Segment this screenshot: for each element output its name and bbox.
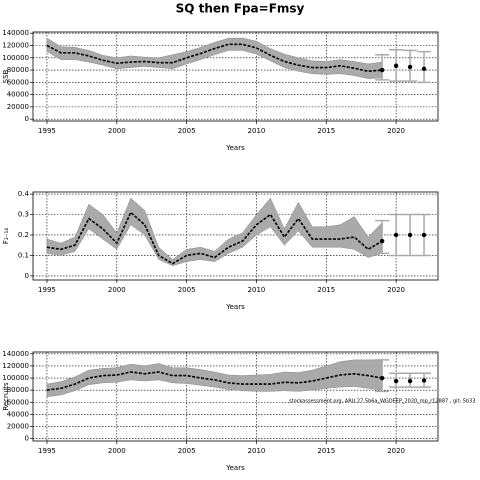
y-tick-label: 0.3 [18, 211, 29, 219]
x-tick-label: 2005 [178, 286, 196, 294]
y-axis-label: F₂₋₁₄ [2, 228, 10, 244]
plot-frame [32, 31, 439, 122]
x-tick-label: 2010 [248, 127, 266, 135]
estimate-line [46, 371, 383, 391]
y-axis-label: Recruits [2, 382, 10, 411]
y-tick-label: 80000 [7, 66, 29, 74]
error-bar [375, 53, 390, 81]
x-tick-label: 2015 [317, 447, 335, 455]
y-tick-label: 0.1 [18, 251, 29, 259]
projection-point [393, 232, 399, 238]
x-tick-label: 2005 [178, 127, 196, 135]
x-tick-label: 2010 [248, 447, 266, 455]
y-tick-label: 0.2 [18, 231, 29, 239]
x-axis-label: Years [225, 144, 245, 152]
x-tick-label: 2020 [387, 286, 405, 294]
y-tick-label: 120000 [2, 362, 29, 370]
projection-point [379, 67, 385, 73]
projection-point [421, 232, 427, 238]
projection-point [421, 378, 427, 383]
projection-point [407, 232, 413, 238]
annotation: stockassessment.org, ARU.27.5b6a_WGDEEP_… [289, 398, 476, 404]
projection-point [407, 378, 413, 384]
x-tick-label: 2000 [108, 127, 126, 135]
y-tick-label: 140000 [2, 350, 29, 358]
y-tick-label: 20000 [7, 422, 29, 430]
plot-frame [32, 191, 439, 281]
x-tick-label: 2000 [108, 286, 126, 294]
x-tick-label: 1995 [38, 286, 56, 294]
y-tick-label: 60000 [7, 398, 29, 406]
projection-point [379, 375, 385, 381]
x-axis-label: Years [225, 464, 245, 472]
x-tick-label: 2005 [178, 447, 196, 455]
y-tick-label: 0 [25, 115, 29, 123]
y-axis-label: SSB [2, 69, 10, 83]
projection-point [421, 66, 427, 72]
x-tick-label: 1995 [38, 447, 56, 455]
x-tick-label: 2020 [387, 447, 405, 455]
y-tick-label: 60000 [7, 78, 29, 86]
y-tick-label: 100000 [2, 374, 29, 382]
x-axis-label: Years [225, 303, 245, 311]
estimate-line [46, 43, 383, 73]
projection-point [393, 63, 399, 68]
plot-frame [32, 351, 439, 442]
projection-point [407, 64, 413, 70]
projection-point [393, 378, 399, 384]
y-tick-label: 20000 [7, 103, 29, 111]
projection-point [379, 238, 385, 244]
error-bar [375, 219, 390, 255]
y-tick-label: 40000 [7, 91, 29, 99]
x-tick-label: 2000 [108, 447, 126, 455]
y-tick-label: 120000 [2, 42, 29, 50]
y-tick-label: 40000 [7, 410, 29, 418]
x-tick-label: 1995 [38, 127, 56, 135]
y-tick-label: 80000 [7, 386, 29, 394]
x-tick-label: 2020 [387, 127, 405, 135]
y-tick-label: 0.4 [18, 190, 30, 198]
x-tick-label: 2015 [317, 127, 335, 135]
error-bar [375, 359, 390, 393]
x-tick-label: 2010 [248, 286, 266, 294]
figure-title: SQ then Fpa=Fmsy [176, 2, 305, 16]
y-tick-label: 0 [25, 272, 29, 280]
y-tick-label: 0 [25, 435, 29, 443]
y-tick-label: 100000 [2, 54, 29, 62]
x-tick-label: 2015 [317, 286, 335, 294]
y-tick-label: 140000 [2, 29, 29, 37]
estimate-line [46, 211, 383, 265]
